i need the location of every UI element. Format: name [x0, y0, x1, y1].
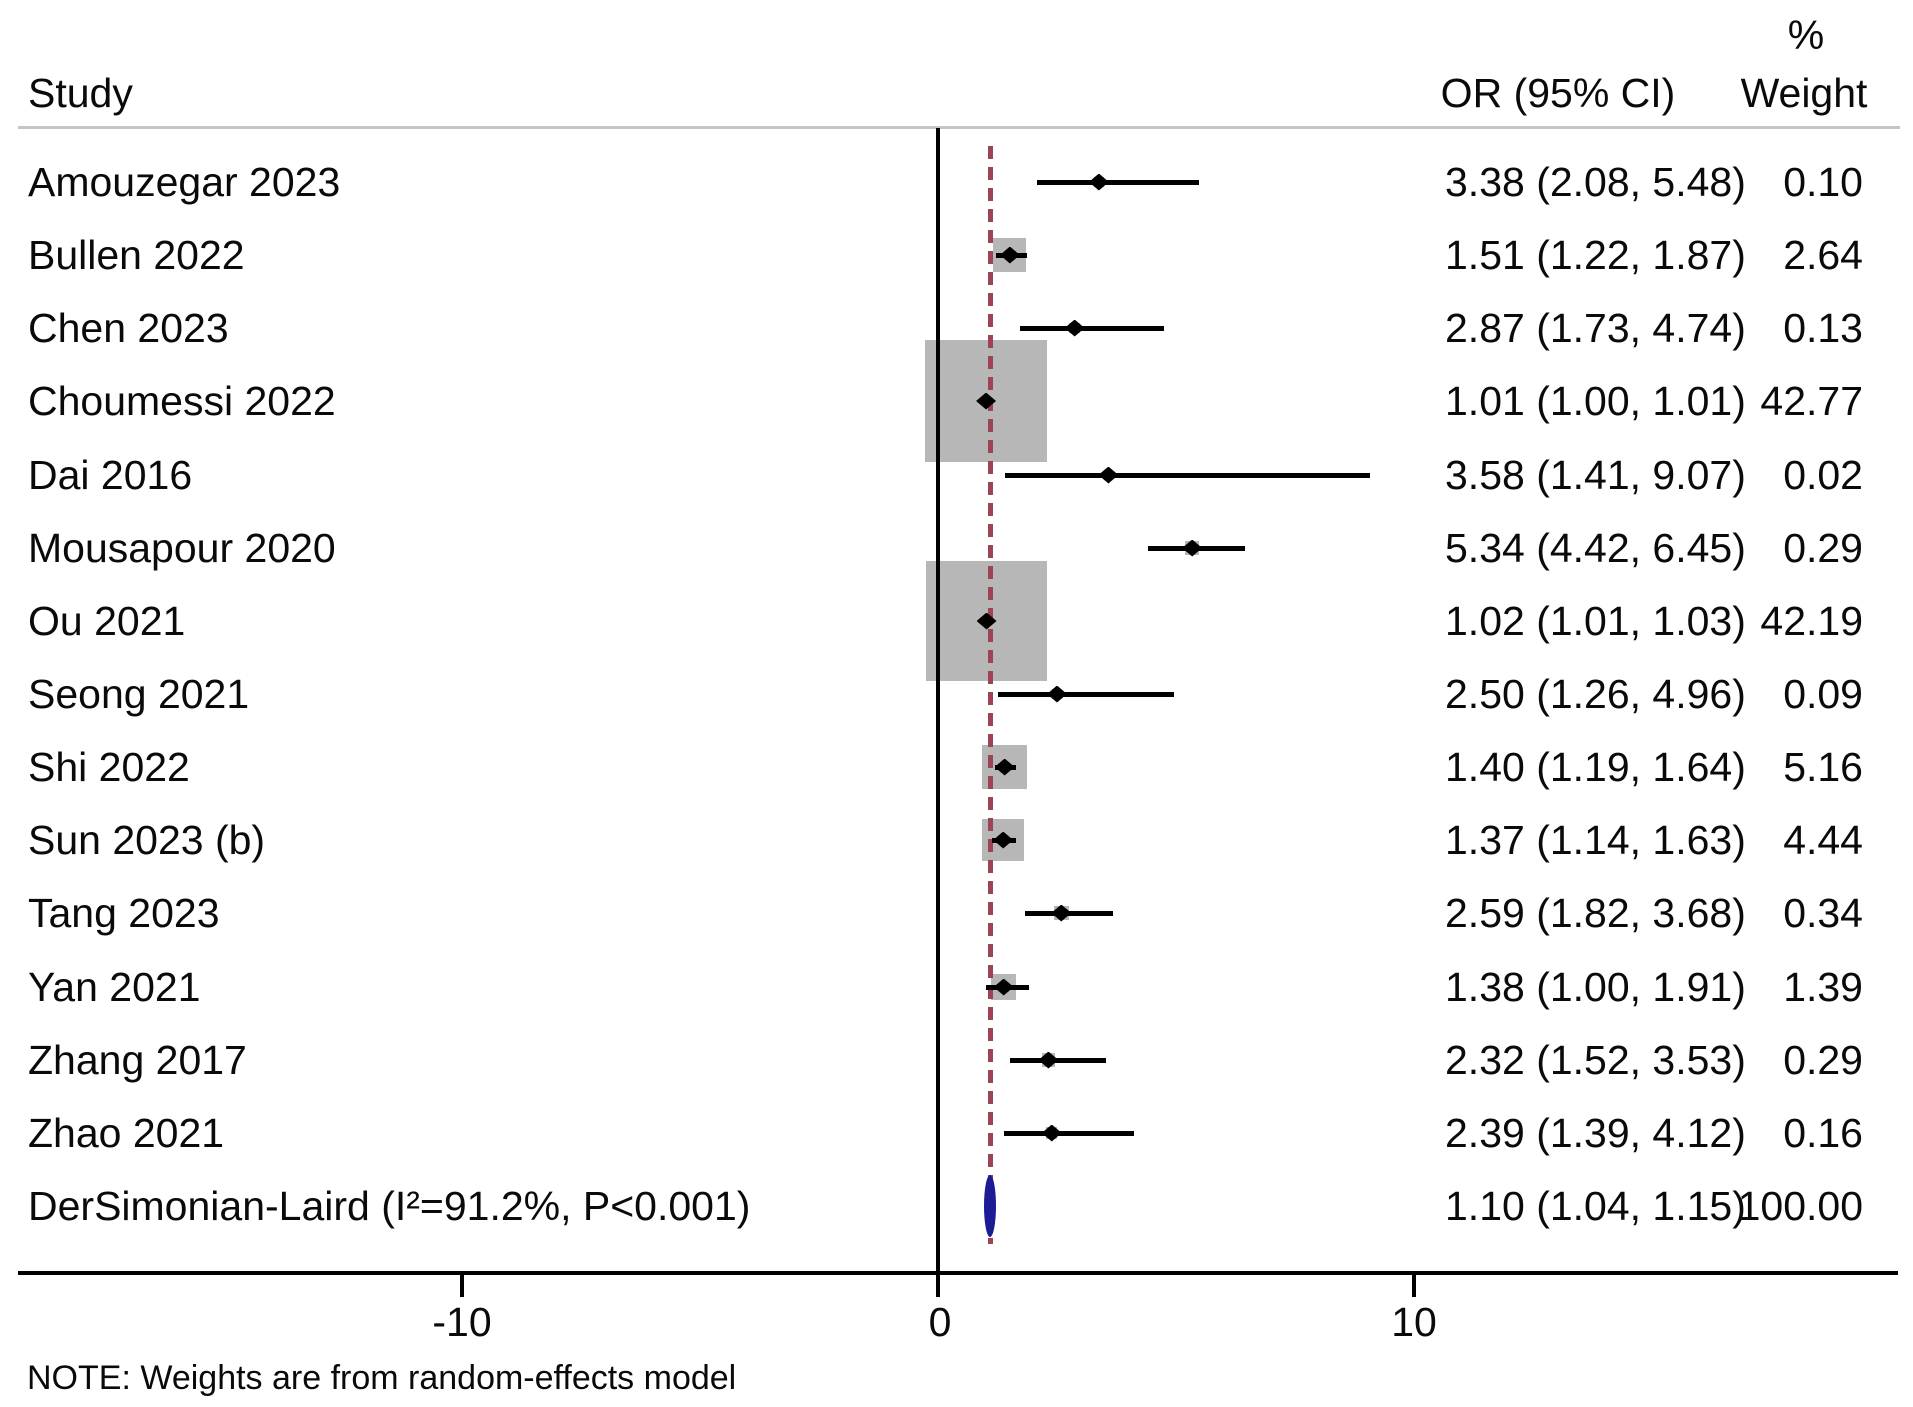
pooled-or-ci-value: 1.10 (1.04, 1.15)	[1445, 1183, 1746, 1229]
point-diamond	[1088, 173, 1109, 191]
x-tick-label-neg10: -10	[432, 1299, 492, 1345]
pooled-dashed-line	[988, 146, 993, 1244]
weight-value: 0.13	[1783, 305, 1863, 351]
weight-value: 1.39	[1783, 964, 1863, 1010]
point-diamond	[1098, 466, 1119, 484]
or-ci-value: 1.40 (1.19, 1.64)	[1445, 744, 1746, 790]
study-label: Choumessi 2022	[28, 378, 336, 424]
point-diamond	[993, 831, 1014, 849]
study-column-header: Study	[28, 70, 133, 116]
weight-value: 2.64	[1783, 232, 1863, 278]
point-diamond	[1047, 685, 1067, 703]
pooled-diamond	[984, 1175, 997, 1237]
study-label: Ou 2021	[28, 598, 186, 644]
or-ci-value: 1.51 (1.22, 1.87)	[1445, 232, 1746, 278]
study-label: Shi 2022	[28, 744, 190, 790]
study-label: Seong 2021	[28, 671, 250, 717]
ci-whisker	[997, 691, 1175, 697]
weights-note: NOTE: Weights are from random-effects mo…	[27, 1359, 737, 1397]
point-diamond	[999, 246, 1020, 264]
point-diamond	[993, 978, 1014, 996]
or-ci-value: 5.34 (4.42, 6.45)	[1445, 525, 1746, 571]
or-ci-value: 2.39 (1.39, 4.12)	[1445, 1110, 1746, 1156]
point-diamond	[1064, 319, 1085, 337]
or-ci-value: 3.38 (2.08, 5.48)	[1445, 159, 1746, 205]
study-label: Dai 2016	[28, 452, 193, 498]
weight-value: 5.16	[1783, 744, 1863, 790]
study-label: Zhang 2017	[28, 1037, 247, 1083]
pooled-weight-value: 100.00	[1737, 1183, 1863, 1229]
ci-whisker	[1004, 1130, 1135, 1136]
or-ci-value: 3.58 (1.41, 9.07)	[1445, 452, 1746, 498]
ci-whisker	[1037, 179, 1199, 185]
or-ci-value: 1.02 (1.01, 1.03)	[1445, 598, 1746, 644]
weight-column-header: Weight	[1740, 70, 1868, 116]
point-diamond	[1051, 904, 1072, 922]
study-label: Tang 2023	[28, 890, 220, 936]
weight-percent-header: %	[1787, 12, 1825, 58]
or-ci-value: 2.50 (1.26, 4.96)	[1445, 671, 1746, 717]
study-label: Chen 2023	[28, 305, 229, 351]
study-label: Zhao 2021	[28, 1110, 225, 1156]
study-label: Bullen 2022	[28, 232, 245, 278]
x-axis-tick-10	[1412, 1273, 1416, 1297]
or-ci-value: 2.87 (1.73, 4.74)	[1445, 305, 1746, 351]
ci-whisker	[1005, 472, 1370, 478]
weight-value: 0.09	[1783, 671, 1863, 717]
or-ci-value: 1.38 (1.00, 1.91)	[1445, 964, 1746, 1010]
weight-value: 4.44	[1783, 817, 1863, 863]
or-ci-value: 1.01 (1.00, 1.01)	[1445, 378, 1746, 424]
or-ci-value: 2.59 (1.82, 3.68)	[1445, 890, 1746, 936]
or-column-header: OR (95% CI)	[1440, 70, 1676, 116]
weight-value: 42.19	[1760, 598, 1863, 644]
or-ci-value: 1.37 (1.14, 1.63)	[1445, 817, 1746, 863]
x-tick-label-0: 0	[928, 1299, 952, 1345]
weight-value: 0.16	[1783, 1110, 1863, 1156]
weight-value: 0.34	[1783, 890, 1863, 936]
pooled-row-label: DerSimonian-Laird (I²=91.2%, P<0.001)	[28, 1183, 751, 1229]
weight-value: 0.29	[1783, 525, 1863, 571]
weight-value: 0.02	[1783, 452, 1863, 498]
point-diamond	[1041, 1124, 1062, 1142]
zero-line	[936, 128, 940, 1297]
ci-whisker	[1020, 325, 1164, 331]
weight-value: 0.29	[1783, 1037, 1863, 1083]
header-rule	[18, 126, 1900, 129]
x-tick-label-10: 10	[1391, 1299, 1437, 1345]
x-axis-tick-neg10	[460, 1273, 464, 1297]
point-diamond	[976, 612, 997, 630]
point-diamond	[976, 392, 997, 410]
point-diamond	[994, 758, 1015, 776]
or-ci-value: 2.32 (1.52, 3.53)	[1445, 1037, 1746, 1083]
weight-value: 0.10	[1783, 159, 1863, 205]
point-diamond	[1182, 539, 1203, 557]
study-label: Sun 2023 (b)	[28, 817, 266, 863]
study-label: Amouzegar 2023	[28, 159, 341, 205]
study-label: Mousapour 2020	[28, 525, 336, 571]
x-axis-line	[18, 1271, 1898, 1275]
weight-value: 42.77	[1760, 378, 1863, 424]
study-label: Yan 2021	[28, 964, 201, 1010]
point-diamond	[1038, 1051, 1059, 1069]
